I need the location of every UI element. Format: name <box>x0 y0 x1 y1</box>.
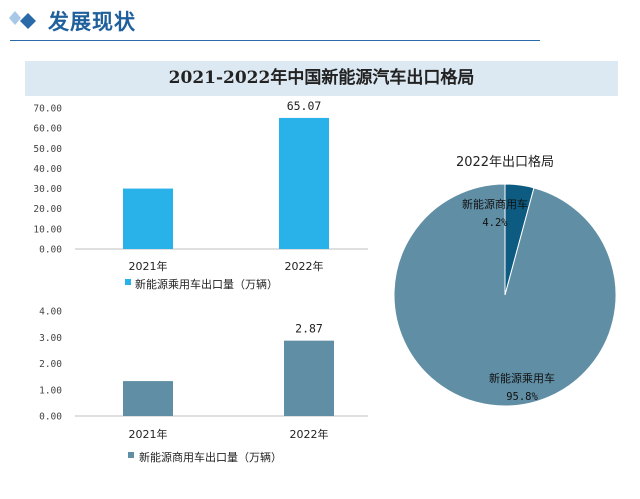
pie-title: 2022年出口格局 <box>456 154 554 170</box>
page-title: 发展现状 <box>48 10 136 34</box>
section-header: 发展现状 <box>0 0 640 44</box>
y-tick-label: 50.00 <box>33 144 62 155</box>
pie-label-passenger: 新能源乘用车 <box>489 371 555 385</box>
commercial-chart: 0.00 1.00 2.00 3.00 4.00 2021年 2022年 2.87 新能源… <box>39 307 368 464</box>
chart-banner: 2021-2022年中国新能源汽车出口格局 <box>25 61 618 96</box>
y-tick-label: 0.00 <box>39 245 62 256</box>
y-tick-label: 1.00 <box>39 385 62 396</box>
pie-pct-commercial: 4.2% <box>482 217 508 229</box>
x-category-label: 2022年 <box>290 427 329 441</box>
bar <box>279 117 329 250</box>
diamond-icon <box>9 11 36 29</box>
y-tick-label: 70.00 <box>33 104 62 115</box>
y-tick-label: 2.00 <box>39 359 62 370</box>
y-tick-label: 0.00 <box>39 412 62 423</box>
y-tick-label: 10.00 <box>33 224 62 235</box>
bar-data-label: 65.07 <box>287 99 322 113</box>
pie-slice-passenger <box>393 183 617 407</box>
y-tick-label: 30.00 <box>33 184 62 195</box>
pie-label-commercial: 新能源商用车 <box>462 197 528 211</box>
y-tick-label: 3.00 <box>39 333 62 344</box>
passenger-chart: 0.0010.0020.0030.0040.0050.0060.0070.00 … <box>33 99 368 291</box>
y-tick-label: 60.00 <box>33 124 62 135</box>
header-divider <box>10 40 540 41</box>
bar <box>123 381 173 416</box>
commercial-legend-swatch <box>128 452 134 458</box>
bar-data-label: 2.87 <box>295 322 323 336</box>
bar <box>284 340 334 416</box>
commercial-legend-label: 新能源商用车出口量（万辆） <box>139 450 282 464</box>
chart-banner-title: 2021-2022年中国新能源汽车出口格局 <box>168 68 475 88</box>
x-category-label: 2021年 <box>129 427 168 441</box>
y-tick-label: 4.00 <box>39 307 62 318</box>
passenger-legend-label: 新能源乘用车出口量（万辆） <box>135 277 278 291</box>
passenger-legend-swatch <box>125 279 131 285</box>
export-pie-chart: 2022年出口格局 新能源商用车 4.2% 新能源乘用车 95.8% <box>393 154 617 407</box>
x-category-label: 2021年 <box>129 259 168 273</box>
y-tick-label: 40.00 <box>33 164 62 175</box>
pie-pct-passenger: 95.8% <box>506 391 538 403</box>
x-category-label: 2022年 <box>285 259 324 273</box>
y-tick-label: 20.00 <box>33 204 62 215</box>
bar <box>123 188 173 249</box>
